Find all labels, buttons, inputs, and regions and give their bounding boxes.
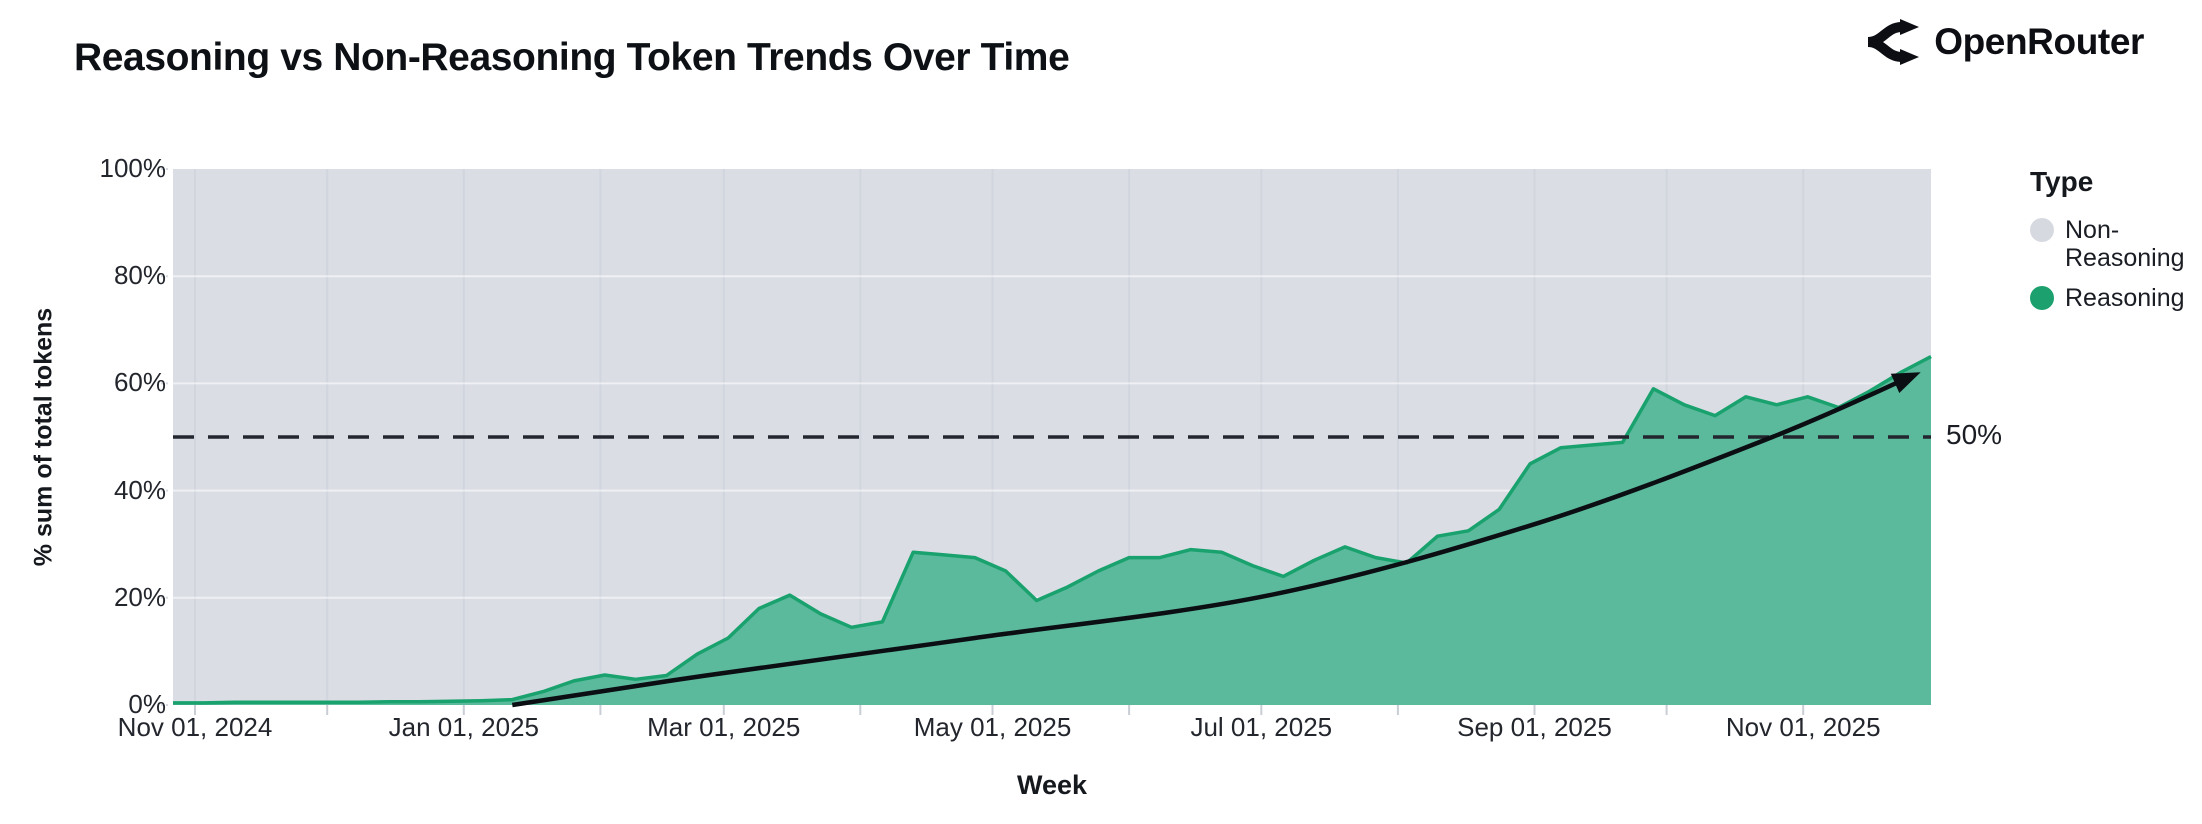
- x-tick-label: Nov 01, 2025: [1725, 712, 1881, 742]
- legend-swatch-non-reasoning: [2030, 218, 2054, 242]
- openrouter-logo-icon: [1867, 19, 1920, 65]
- y-tick-label: 60%: [113, 367, 166, 398]
- legend-item-reasoning: Reasoning: [2030, 284, 2198, 312]
- page-title: Reasoning vs Non-Reasoning Token Trends …: [74, 36, 1070, 80]
- y-tick-label: 0%: [128, 689, 166, 719]
- trend-arrow-line: [511, 373, 1915, 708]
- legend-label-non-reasoning: Non-Reasoning: [2065, 216, 2185, 272]
- legend-title: Type: [2030, 166, 2094, 197]
- x-tick-label: Jan 01, 2025: [388, 712, 539, 742]
- y-axis-title: % sum of total tokens: [29, 307, 58, 567]
- legend-item-non-reasoning: Non-Reasoning: [2030, 216, 2198, 272]
- x-tick-label: Mar 01, 2025: [647, 712, 801, 742]
- legend-swatch-reasoning: [2030, 286, 2054, 310]
- legend: Type Non-Reasoning Reasoning: [2030, 166, 2198, 324]
- y-tick-label: 100%: [99, 153, 167, 183]
- x-tick-label: May 01, 2025: [913, 712, 1072, 742]
- y-tick-label: 40%: [113, 474, 166, 505]
- y-tick-label: 80%: [113, 260, 166, 291]
- reasoning-area: [173, 356, 1931, 705]
- legend-label-reasoning: Reasoning: [2065, 284, 2185, 312]
- x-tick-label: Jul 01, 2025: [1190, 712, 1333, 742]
- x-tick-label: Nov 01, 2024: [117, 712, 273, 742]
- openrouter-brand: OpenRouter: [1867, 16, 2144, 68]
- reference-line-label: 50%: [1946, 419, 2003, 450]
- x-tick-label: Sep 01, 2025: [1457, 712, 1612, 742]
- x-axis-title: Week: [1016, 770, 1088, 800]
- trend-arrowhead: [1890, 372, 1921, 393]
- y-tick-label: 20%: [113, 581, 166, 612]
- reasoning-area-edge: [173, 355, 1932, 705]
- brand-name: OpenRouter: [1934, 21, 2144, 62]
